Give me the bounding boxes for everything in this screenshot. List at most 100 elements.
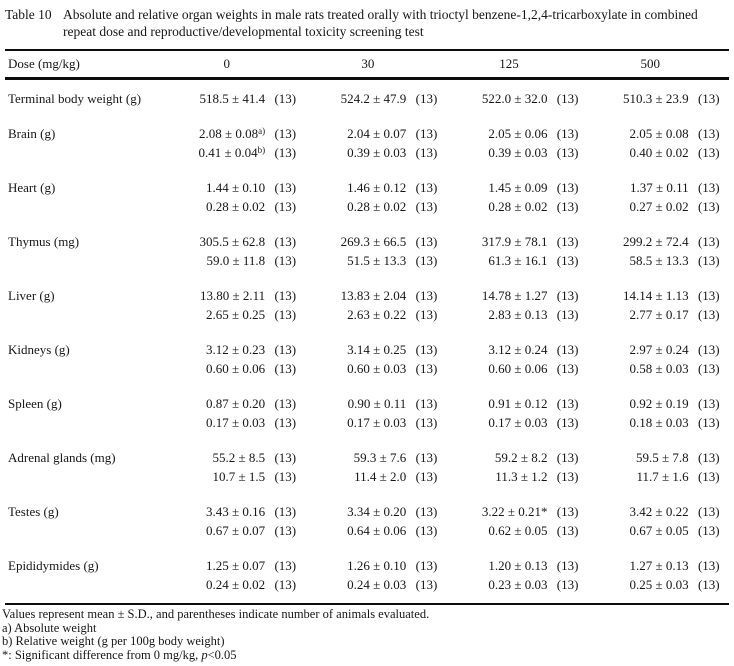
dose-column-30: 30 <box>305 50 407 80</box>
count-cell: (13) <box>274 288 297 303</box>
value-cell: 61.3 ± 16.1 <box>488 253 548 268</box>
value-cell: 518.5 ± 41.4 <box>199 91 266 106</box>
count-cell: (13) <box>697 577 720 592</box>
value-cell: 0.64 ± 0.06 <box>347 523 407 538</box>
count-cell: (13) <box>274 415 297 430</box>
count-cell: (13) <box>274 523 297 538</box>
count-cell: (13) <box>274 126 297 141</box>
count-cell: (13) <box>415 469 438 484</box>
table-row: 0.28 ± 0.02 (13) 0.28 ± 0.02 (13) 0.28 ± 0.0… <box>5 197 729 216</box>
count-cell: (13) <box>697 199 720 214</box>
organ-label: Adrenal glands (mg) <box>8 450 116 465</box>
value-cell: 0.28 ± 0.02 <box>347 199 407 214</box>
value-cell: 2.97 ± 0.24 <box>629 342 689 357</box>
value-cell: 0.41 ± 0.04b) <box>198 145 266 160</box>
organ-label <box>5 413 164 432</box>
value-cell: 0.18 ± 0.03 <box>629 415 689 430</box>
table-row: 2.65 ± 0.25 (13) 2.63 ± 0.22 (13) 2.83 ± 0.1… <box>5 305 729 324</box>
count-cell: (13) <box>274 307 297 322</box>
value-cell: 55.2 ± 8.5 <box>212 450 266 465</box>
value-cell: 13.83 ± 2.04 <box>340 288 407 303</box>
organ-label: Terminal body weight (g) <box>8 91 142 106</box>
count-cell: (13) <box>415 450 438 465</box>
value-cell: 0.40 ± 0.02 <box>629 145 689 160</box>
dose-header-label: Dose (mg/kg) <box>5 50 165 80</box>
table-row: Heart (g) 1.44 ± 0.10 (13) 1.46 ± 0.12 (13) 1… <box>5 162 729 197</box>
dose-column-500: 500 <box>587 50 689 80</box>
count-cell: (13) <box>556 253 579 268</box>
count-cell: (13) <box>415 523 438 538</box>
value-cell: 0.23 ± 0.03 <box>488 577 548 592</box>
value-cell: 13.80 ± 2.11 <box>199 288 266 303</box>
count-cell: (13) <box>274 180 297 195</box>
count-cell: (13) <box>415 234 438 249</box>
value-cell: 2.04 ± 0.07 <box>347 126 407 141</box>
value-cell: 3.14 ± 0.25 <box>347 342 407 357</box>
value-cell: 59.2 ± 8.2 <box>494 450 548 465</box>
organ-label <box>5 359 164 378</box>
count-cell: (13) <box>556 288 579 303</box>
dose-column-125: 125 <box>446 50 548 80</box>
count-cell: (13) <box>415 504 438 519</box>
count-cell: (13) <box>556 504 579 519</box>
value-cell: 0.58 ± 0.03 <box>629 361 689 376</box>
value-cell: 11.4 ± 2.0 <box>354 469 407 484</box>
count-cell: (13) <box>697 288 720 303</box>
dose-column-0-spacer <box>265 50 306 80</box>
count-cell: (13) <box>274 91 297 106</box>
count-cell: (13) <box>274 199 297 214</box>
value-cell: 3.42 ± 0.22 <box>629 504 689 519</box>
value-cell: 0.87 ± 0.20 <box>206 396 266 411</box>
count-cell: (13) <box>556 396 579 411</box>
value-cell: 510.3 ± 23.9 <box>622 91 689 106</box>
count-cell: (13) <box>697 504 720 519</box>
count-cell: (13) <box>697 342 720 357</box>
header-row: Dose (mg/kg) 0 30 125 500 <box>5 50 729 80</box>
count-cell: (13) <box>556 145 579 160</box>
count-cell: (13) <box>274 342 297 357</box>
value-cell: 3.34 ± 0.20 <box>347 504 407 519</box>
count-cell: (13) <box>415 288 438 303</box>
count-cell: (13) <box>415 126 438 141</box>
table-row: Spleen (g) 0.87 ± 0.20 (13) 0.90 ± 0.11 (13)… <box>5 378 729 413</box>
value-cell: 3.43 ± 0.16 <box>206 504 266 519</box>
count-cell: (13) <box>697 523 720 538</box>
count-cell: (13) <box>556 342 579 357</box>
footnote-marker: a) <box>258 126 266 136</box>
p-value-symbol: p <box>201 647 208 662</box>
value-cell: 0.24 ± 0.02 <box>206 577 266 592</box>
footnotes: Values represent mean ± S.D., and parent… <box>2 607 732 662</box>
value-cell: 2.08 ± 0.08a) <box>199 126 266 141</box>
value-cell: 0.92 ± 0.19 <box>629 396 689 411</box>
value-cell: 51.5 ± 13.3 <box>347 253 407 268</box>
count-cell: (13) <box>697 307 720 322</box>
count-cell: (13) <box>274 253 297 268</box>
value-cell: 0.39 ± 0.03 <box>347 145 407 160</box>
count-cell: (13) <box>415 199 438 214</box>
count-cell: (13) <box>274 361 297 376</box>
value-cell: 2.77 ± 0.17 <box>629 307 689 322</box>
count-cell: (13) <box>697 253 720 268</box>
value-cell: 14.14 ± 1.13 <box>622 288 689 303</box>
count-cell: (13) <box>556 469 579 484</box>
count-cell: (13) <box>556 558 579 573</box>
count-cell: (13) <box>415 577 438 592</box>
organ-label: Spleen (g) <box>8 396 62 411</box>
value-cell: 11.7 ± 1.6 <box>636 469 689 484</box>
count-cell: (13) <box>274 234 297 249</box>
count-cell: (13) <box>556 126 579 141</box>
table-row: 59.0 ± 11.8 (13) 51.5 ± 13.3 (13) 61.3 ± 16.… <box>5 251 729 270</box>
organ-weights-table: Dose (mg/kg) 0 30 125 500 Terminal body … <box>5 49 729 605</box>
value-cell: 11.3 ± 1.2 <box>495 469 548 484</box>
count-cell: (13) <box>697 361 720 376</box>
value-cell: 0.39 ± 0.03 <box>488 145 548 160</box>
count-cell: (13) <box>415 415 438 430</box>
count-cell: (13) <box>415 180 438 195</box>
table-row: Epididymides (g) 1.25 ± 0.07 (13) 1.26 ± 0.… <box>5 540 729 575</box>
organ-label <box>5 197 164 216</box>
count-cell: (13) <box>556 91 579 106</box>
value-cell: 0.17 ± 0.03 <box>488 415 548 430</box>
count-cell: (13) <box>274 577 297 592</box>
organ-label <box>5 575 164 604</box>
dose-column-30-spacer <box>406 50 447 80</box>
